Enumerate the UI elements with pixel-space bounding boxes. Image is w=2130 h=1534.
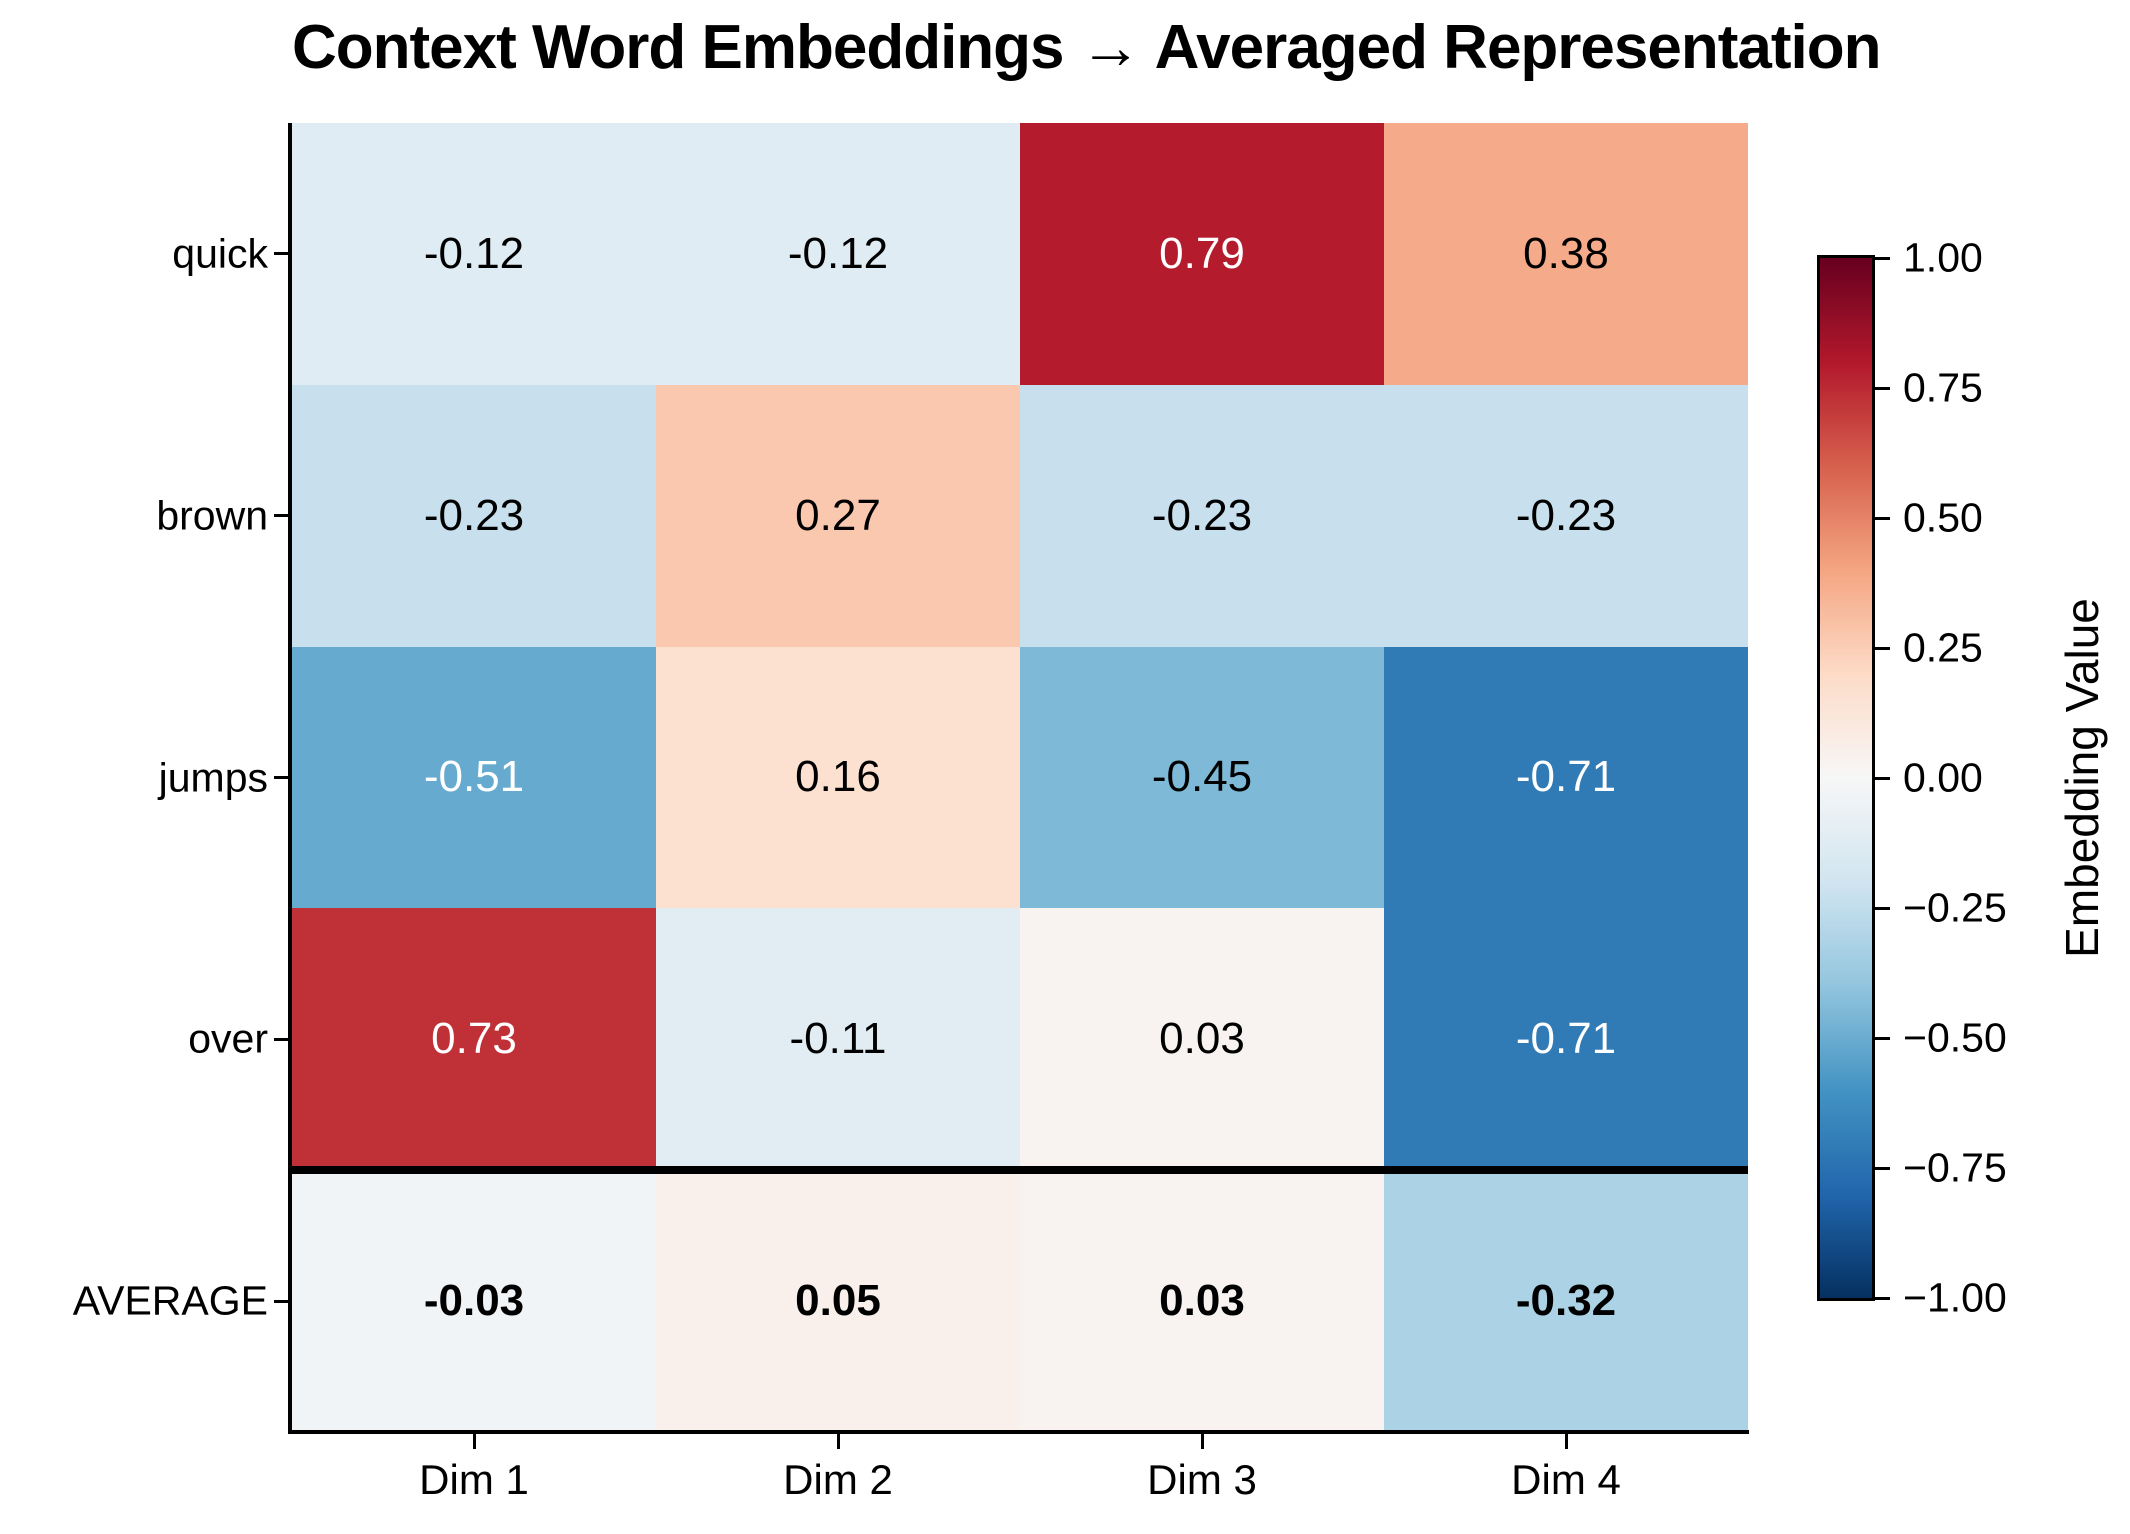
y-tick-label-brown: brown bbox=[156, 492, 268, 539]
y-tick-label-quick: quick bbox=[172, 230, 268, 277]
colorbar-tick-mark bbox=[1875, 1036, 1890, 1040]
colorbar-tick-mark bbox=[1875, 906, 1890, 910]
heatmap-cell-brown-dim-4: -0.23 bbox=[1384, 384, 1748, 647]
colorbar-tick-mark bbox=[1875, 1166, 1890, 1170]
heatmap-cell-brown-dim-2: 0.27 bbox=[656, 384, 1020, 647]
heatmap-cell-AVERAGE-dim-4: -0.32 bbox=[1384, 1170, 1748, 1432]
heatmap-cell-quick-dim-2: -0.12 bbox=[656, 123, 1020, 385]
x-tick-mark bbox=[472, 1434, 476, 1449]
colorbar-tick-label: 0.25 bbox=[1903, 624, 1983, 671]
heatmap-cell-quick-dim-3: 0.79 bbox=[1020, 123, 1384, 385]
y-axis-spine bbox=[288, 123, 292, 1434]
colorbar-tick-mark bbox=[1875, 386, 1890, 390]
colorbar-tick-mark bbox=[1875, 776, 1890, 780]
colorbar-tick-label: −0.25 bbox=[1903, 884, 2007, 931]
heatmap-cell-jumps-dim-4: -0.71 bbox=[1384, 646, 1748, 909]
colorbar-tick-label: 0.75 bbox=[1903, 364, 1983, 411]
colorbar-tick-label: −0.50 bbox=[1903, 1014, 2007, 1061]
heatmap-grid: -0.12 -0.12 0.79 0.38 -0.23 0.27 -0.23 -0.23 -0.… bbox=[292, 123, 1748, 1432]
x-tick-mark bbox=[836, 1434, 840, 1449]
x-tick-label-dim-2: Dim 2 bbox=[783, 1456, 893, 1503]
y-tick-mark bbox=[274, 252, 289, 256]
heatmap-cell-jumps-dim-2: 0.16 bbox=[656, 646, 1020, 909]
colorbar-tick-label: −0.75 bbox=[1903, 1144, 2007, 1191]
y-tick-label-average: AVERAGE bbox=[72, 1277, 268, 1324]
colorbar-tick-label: 0.00 bbox=[1903, 754, 1983, 801]
heatmap-cell-AVERAGE-dim-2: 0.05 bbox=[656, 1170, 1020, 1432]
heatmap-cell-quick-dim-1: -0.12 bbox=[292, 123, 656, 385]
x-tick-label-dim-1: Dim 1 bbox=[419, 1456, 529, 1503]
heatmap-cell-brown-dim-3: -0.23 bbox=[1020, 384, 1384, 647]
y-tick-mark bbox=[274, 1037, 289, 1041]
heatmap-cell-over-dim-3: 0.03 bbox=[1020, 908, 1384, 1171]
x-tick-label-dim-3: Dim 3 bbox=[1147, 1456, 1257, 1503]
x-axis-spine bbox=[288, 1430, 1749, 1434]
x-tick-mark bbox=[1564, 1434, 1568, 1449]
y-tick-mark bbox=[274, 776, 289, 779]
colorbar-tick-mark bbox=[1875, 1296, 1890, 1300]
colorbar-tick-mark bbox=[1875, 516, 1890, 520]
heatmap-cell-AVERAGE-dim-1: -0.03 bbox=[292, 1170, 656, 1432]
heatmap-cell-over-dim-4: -0.71 bbox=[1384, 908, 1748, 1171]
colorbar-tick-label: 1.00 bbox=[1903, 234, 1983, 281]
heatmap-cell-over-dim-1: 0.73 bbox=[292, 908, 656, 1171]
x-tick-mark bbox=[1200, 1434, 1204, 1449]
y-tick-label-over: over bbox=[188, 1015, 268, 1062]
chart-title: Context Word Embeddings → Averaged Repre… bbox=[292, 13, 1882, 82]
colorbar-tick-label: 0.50 bbox=[1903, 494, 1983, 541]
heatmap-cell-quick-dim-4: 0.38 bbox=[1384, 123, 1748, 385]
heatmap-cell-jumps-dim-1: -0.51 bbox=[292, 646, 656, 909]
y-tick-mark bbox=[274, 1299, 289, 1303]
colorbar bbox=[1817, 255, 1875, 1301]
heatmap-cell-over-dim-2: -0.11 bbox=[656, 908, 1020, 1171]
heatmap-cell-AVERAGE-dim-3: 0.03 bbox=[1020, 1170, 1384, 1432]
heatmap-cell-brown-dim-1: -0.23 bbox=[292, 384, 656, 647]
colorbar-axis-label: Embedding Value bbox=[2056, 598, 2108, 958]
average-separator-line bbox=[292, 1166, 1748, 1174]
x-tick-label-dim-4: Dim 4 bbox=[1511, 1456, 1621, 1503]
y-tick-mark bbox=[274, 514, 289, 518]
colorbar-tick-mark bbox=[1875, 646, 1890, 650]
y-tick-label-jumps: jumps bbox=[158, 754, 268, 800]
colorbar-tick-label: −1.00 bbox=[1903, 1274, 2007, 1321]
colorbar-tick-mark bbox=[1875, 256, 1890, 260]
heatmap-cell-jumps-dim-3: -0.45 bbox=[1020, 646, 1384, 909]
